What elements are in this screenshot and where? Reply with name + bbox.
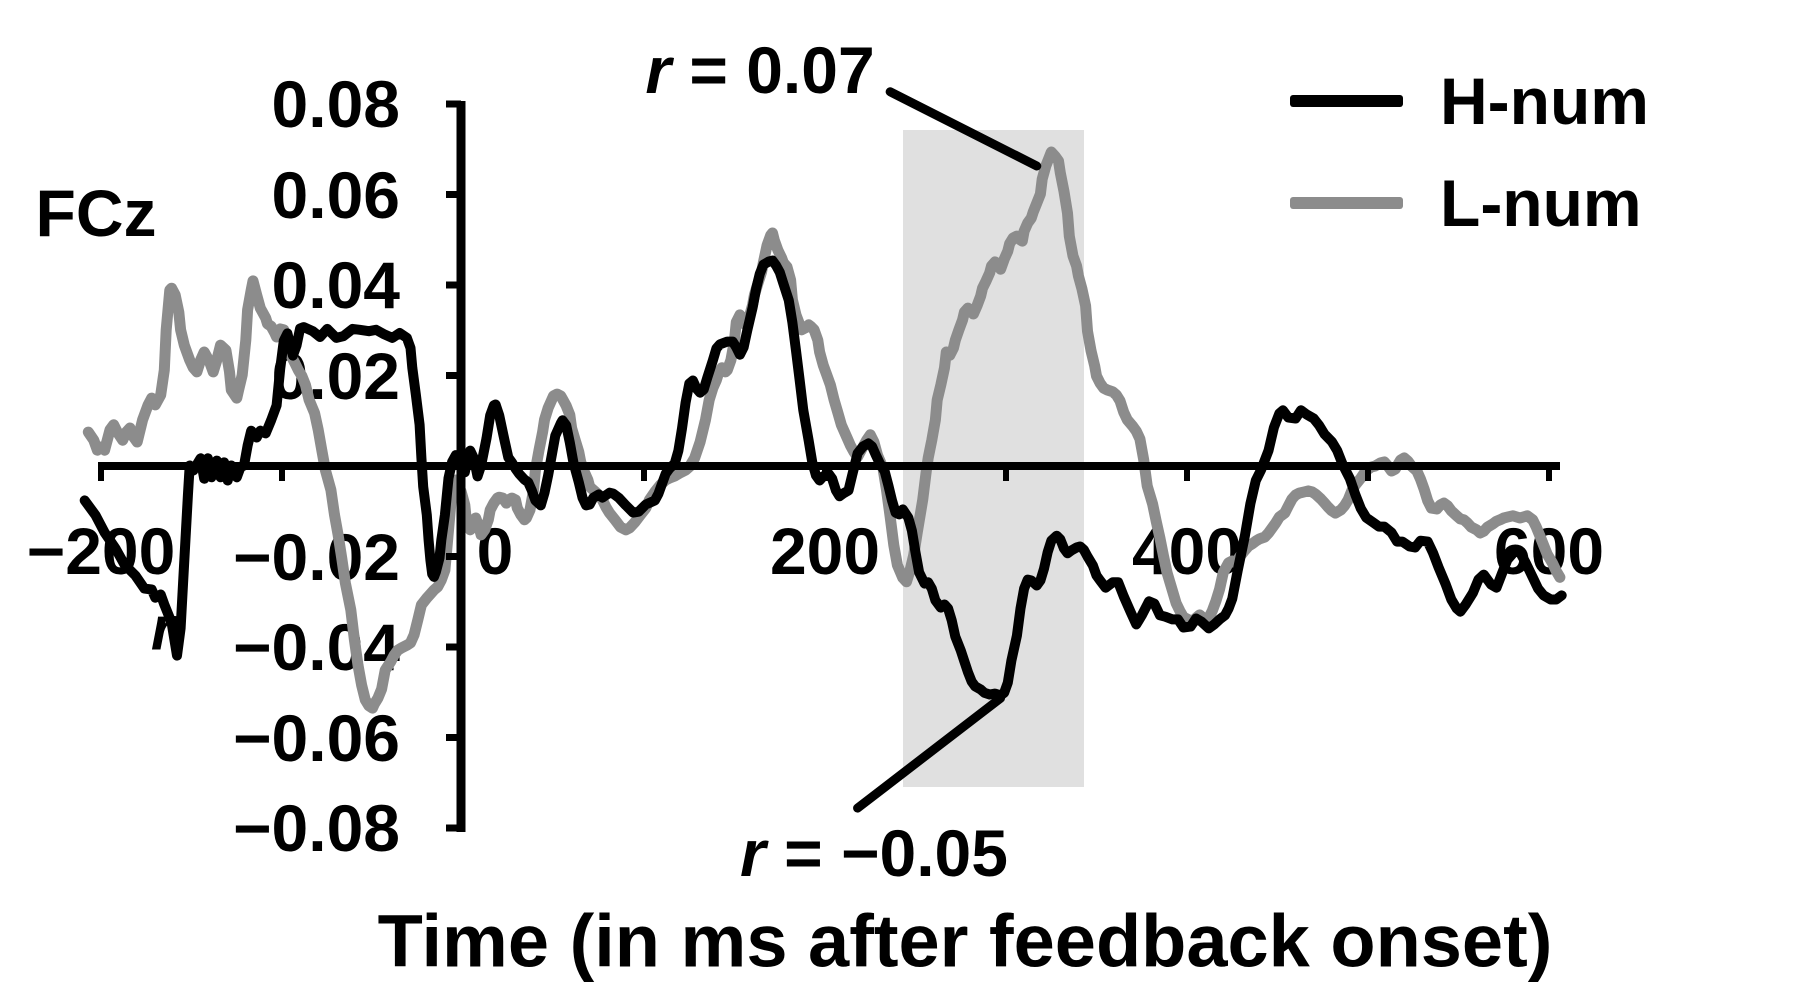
y-tick-label: −0.08	[233, 791, 400, 865]
x-tick-label: 600	[1493, 514, 1605, 588]
x-tick-label: 0	[476, 514, 514, 588]
x-tick-label: 200	[769, 514, 881, 588]
y-tick-label: −0.02	[233, 519, 400, 594]
y-tick-label: 0.08	[271, 67, 400, 141]
y-tick-label: 0.02	[271, 338, 400, 413]
x-tick-label: 400	[1131, 514, 1243, 588]
y-tick-label: 0.04	[271, 248, 400, 322]
x-tick-label: −200	[26, 514, 176, 588]
y-tick-label: −0.06	[233, 700, 400, 775]
y-tick-label: 0.06	[271, 157, 400, 232]
y-tick-label: −0.04	[233, 610, 400, 684]
